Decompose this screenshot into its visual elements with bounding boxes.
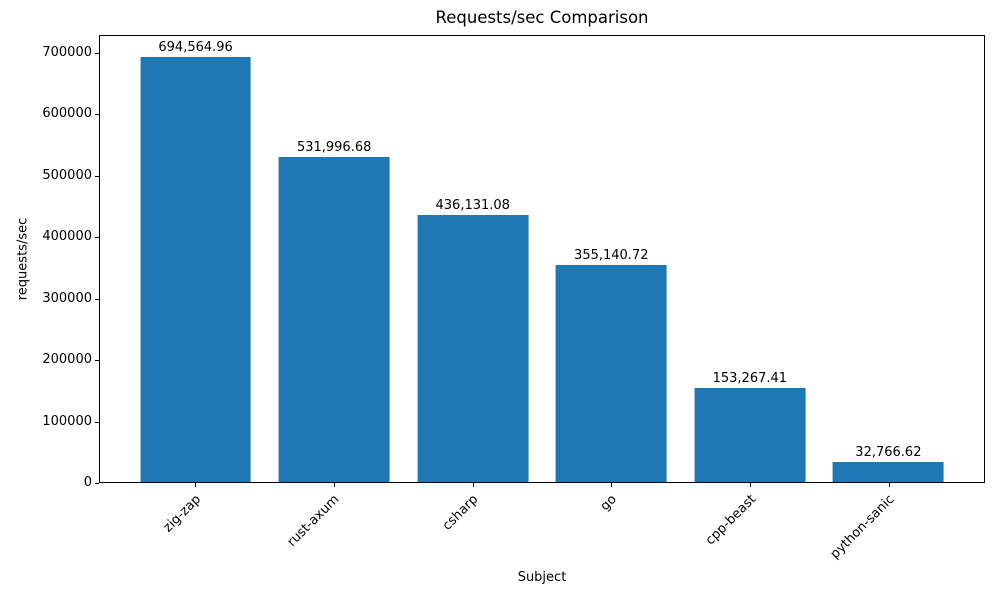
x-tick-label: go bbox=[597, 492, 620, 515]
x-tick-label: python-sanic bbox=[827, 492, 898, 562]
y-tick-mark bbox=[95, 360, 99, 361]
x-tick-label: zig-zap bbox=[160, 492, 204, 536]
y-tick-mark bbox=[95, 299, 99, 300]
bar-value-label: 355,140.72 bbox=[574, 247, 649, 263]
x-tick-mark bbox=[611, 483, 612, 487]
bar bbox=[832, 461, 944, 482]
chart-title: Requests/sec Comparison bbox=[435, 8, 649, 27]
y-tick-mark bbox=[95, 237, 99, 238]
y-tick-label: 0 bbox=[83, 475, 92, 490]
x-tick-mark bbox=[195, 483, 196, 487]
x-tick-mark bbox=[473, 483, 474, 487]
bar-value-label: 153,267.41 bbox=[712, 371, 788, 387]
y-tick-label: 600000 bbox=[42, 106, 92, 121]
x-tick-label: cpp-beast bbox=[702, 492, 759, 549]
y-axis-label: requests/sec bbox=[15, 217, 31, 301]
y-tick-label: 100000 bbox=[42, 414, 92, 429]
y-tick-label: 200000 bbox=[42, 352, 92, 367]
y-tick-mark bbox=[95, 483, 99, 484]
x-axis-label: Subject bbox=[517, 570, 567, 585]
bar bbox=[417, 215, 529, 482]
bar-value-label: 531,996.68 bbox=[296, 139, 372, 155]
x-tick-mark bbox=[889, 483, 890, 487]
x-tick-label: csharp bbox=[440, 492, 482, 534]
x-tick-label: rust-axum bbox=[284, 492, 343, 550]
y-tick-label: 500000 bbox=[42, 168, 92, 183]
bar-value-label: 694,564.96 bbox=[158, 40, 233, 56]
y-tick-mark bbox=[95, 176, 99, 177]
x-tick-mark bbox=[334, 483, 335, 487]
x-tick-mark bbox=[750, 483, 751, 487]
plot-area: 694,564.96 531,996.68 436,131.08 355,140.72… bbox=[99, 35, 985, 483]
y-tick-mark bbox=[95, 422, 99, 423]
bar-value-label: 436,131.08 bbox=[435, 198, 510, 214]
bar-value-label: 32,766.62 bbox=[855, 444, 922, 460]
bar bbox=[278, 156, 390, 482]
y-tick-label: 400000 bbox=[42, 229, 92, 244]
bar bbox=[694, 388, 806, 482]
y-tick-mark bbox=[95, 53, 99, 54]
y-tick-label: 700000 bbox=[42, 45, 92, 60]
bar bbox=[555, 264, 667, 482]
bar bbox=[140, 57, 252, 482]
y-tick-label: 300000 bbox=[42, 291, 92, 306]
y-tick-mark bbox=[95, 114, 99, 115]
